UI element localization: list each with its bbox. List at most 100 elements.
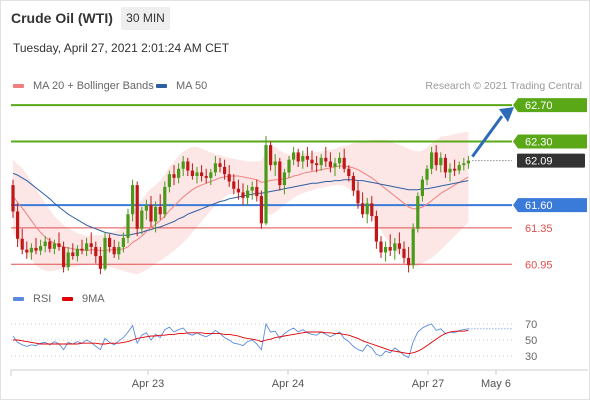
legend-ma20-label: MA 20 + Bollinger Bands [33, 80, 154, 92]
rsi-tick-label: 30 [525, 351, 537, 363]
candle-body [269, 145, 273, 166]
forecast-arrow-head [499, 107, 514, 123]
timestamp: Tuesday, April 27, 2021 2:01:24 AM CET [13, 41, 230, 55]
legend-rsi-ma: 9MA [62, 293, 105, 305]
candle-body [227, 174, 231, 182]
candle-body [71, 252, 75, 257]
candle-body [200, 172, 204, 177]
candle-body [425, 168, 429, 180]
candle-body [218, 163, 222, 167]
candle-body [388, 246, 392, 251]
candle-body [374, 216, 378, 242]
candle-body [52, 243, 56, 249]
candle-body [342, 157, 346, 169]
candle-body [39, 246, 43, 251]
candle-body [140, 210, 144, 229]
x-tick-label: Apr 27 [412, 378, 444, 390]
candle-body [328, 161, 332, 167]
candle-body [48, 241, 52, 249]
candle-body [149, 205, 153, 222]
candle-body [98, 256, 102, 269]
candle-body [121, 237, 125, 247]
candle-body [305, 156, 309, 160]
candle-body [466, 160, 470, 164]
x-tick-label: May 6 [481, 378, 511, 390]
candle-body [232, 181, 236, 189]
legend-rsi-ma-label: 9MA [82, 293, 105, 305]
bollinger-band [13, 131, 469, 275]
candle-body [397, 243, 401, 249]
ma50-swatch [156, 84, 167, 88]
level-label-62-30: 62.30 [525, 136, 553, 148]
candle-body [126, 214, 130, 238]
candle-body [296, 152, 300, 162]
candle-body [338, 157, 342, 164]
candle-body [66, 252, 70, 267]
candle-body [94, 246, 98, 257]
candle-body [85, 243, 89, 251]
candle-body [190, 170, 194, 177]
x-tick-label: Apr 24 [272, 378, 304, 390]
candle-body [356, 190, 360, 204]
candle-body [16, 211, 20, 239]
candle-body [236, 188, 240, 193]
rsi-tick-label: 70 [525, 319, 537, 331]
candle-body [411, 228, 415, 266]
candle-body [278, 161, 282, 186]
candle-body [315, 163, 319, 166]
rsi-ma-line [13, 329, 469, 355]
level-label-61-60: 61.60 [525, 200, 553, 212]
candle-body [393, 243, 397, 251]
candle-body [154, 206, 158, 222]
candle-body [75, 248, 79, 257]
candle-body [103, 237, 107, 269]
candle-body [434, 152, 438, 166]
level-label-62-70: 62.70 [525, 100, 553, 112]
last-price-tag [517, 153, 585, 168]
candle-body [223, 166, 227, 175]
candle-body [370, 203, 374, 217]
forecast-arrow-shaft [471, 115, 504, 158]
candle-body [453, 168, 457, 171]
interval-selector[interactable]: 30 MIN [121, 7, 170, 30]
level-tag-62-30 [513, 134, 587, 149]
candle-body [20, 238, 24, 250]
candle-body [131, 185, 135, 215]
candle-body [287, 159, 291, 173]
candle-body [89, 243, 93, 247]
candle-body [213, 163, 217, 173]
candle-body [416, 196, 420, 229]
candle-body [158, 206, 162, 215]
rsi-tick-label: 50 [525, 335, 537, 347]
candle-body [246, 190, 250, 198]
level-label-60-95: 60.95 [525, 259, 553, 271]
candle-body [384, 246, 388, 253]
research-credit: Research © 2021 Trading Central [425, 80, 582, 92]
x-tick-label: Apr 23 [132, 378, 164, 390]
candle-body [112, 246, 116, 255]
candle-body [167, 174, 171, 187]
legend-ma20-bollinger: MA 20 + Bollinger Bands [13, 80, 154, 92]
candle-body [420, 179, 424, 197]
candle-body [333, 163, 337, 167]
candle-body [135, 185, 139, 229]
legend-ma50-label: MA 50 [176, 80, 208, 92]
candle-body [250, 186, 254, 191]
candle-body [43, 241, 47, 247]
candle-body [34, 247, 38, 251]
candle-body [439, 157, 443, 166]
legend-ma50: MA 50 [156, 80, 207, 92]
candle-body [324, 157, 328, 162]
candle-body [301, 156, 305, 162]
candle-body [282, 172, 286, 186]
candle-body [29, 247, 33, 253]
candle-body [361, 203, 365, 215]
candle-body [430, 152, 434, 169]
candle-body [347, 168, 351, 177]
candle-body [365, 203, 369, 215]
candle-body [195, 172, 199, 177]
ma20-swatch [13, 84, 24, 88]
candle-body [351, 176, 355, 191]
candle-body [25, 249, 29, 253]
